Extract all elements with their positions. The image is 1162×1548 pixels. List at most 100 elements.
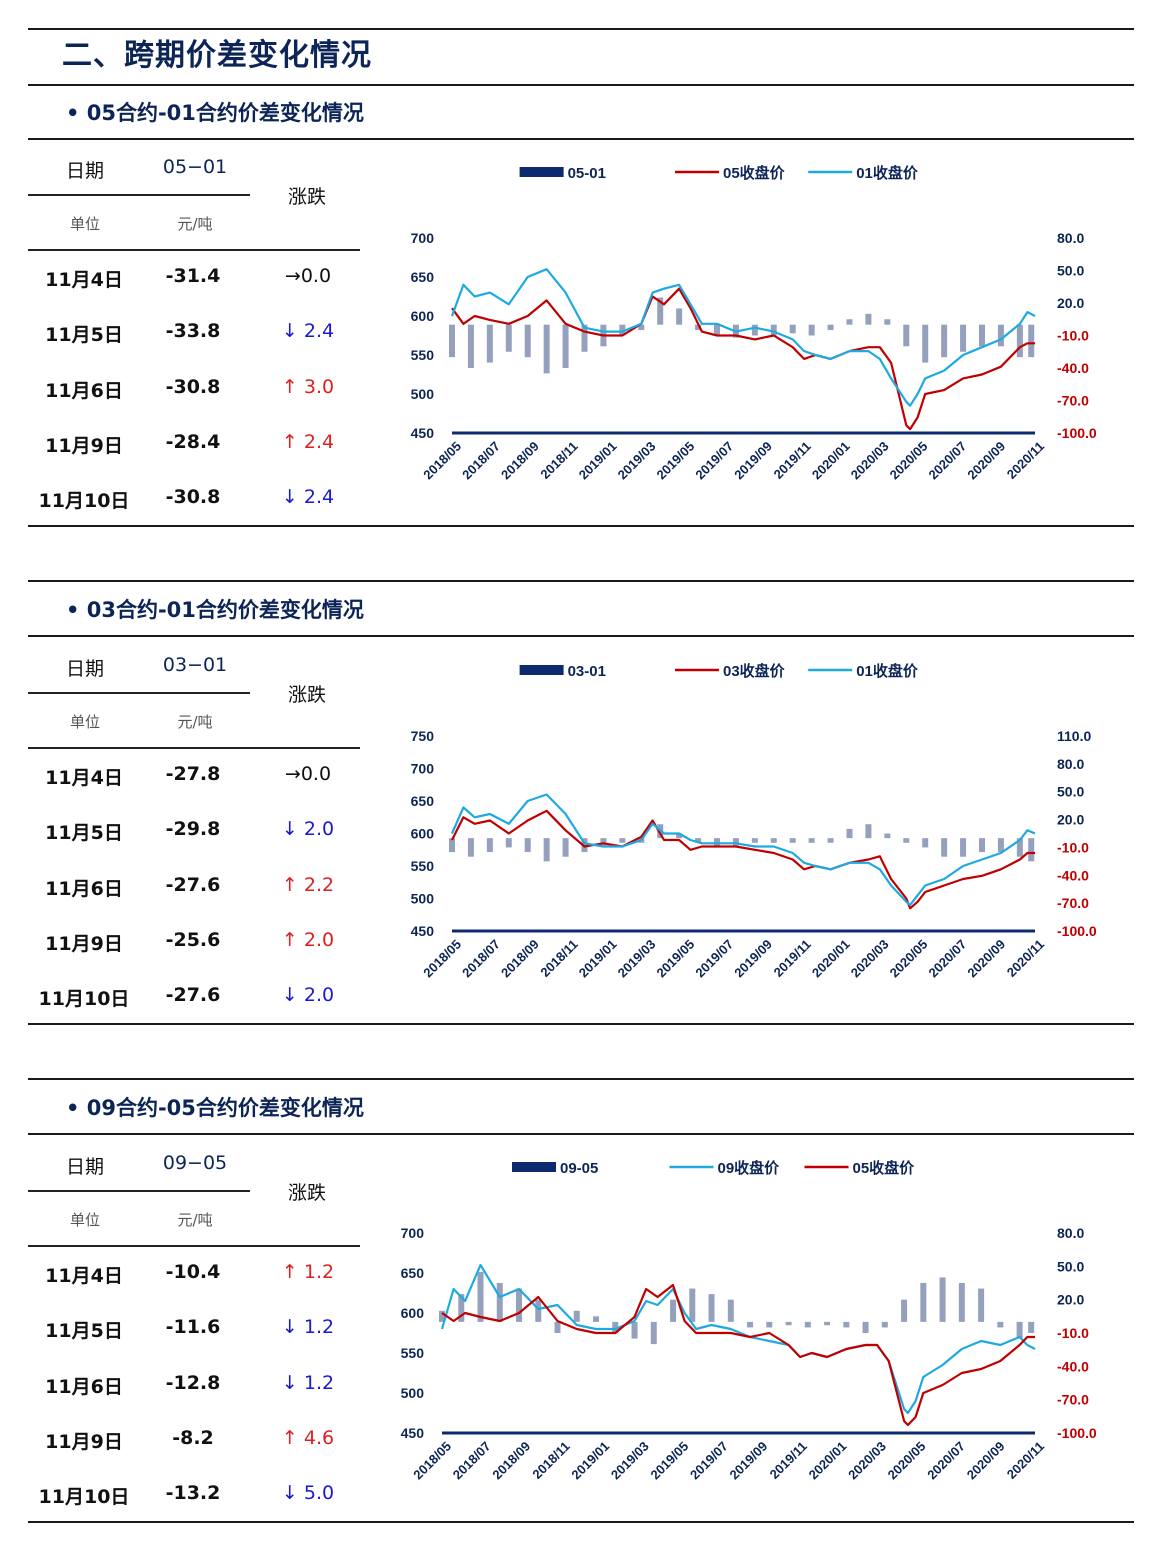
col-code-header: 03−01: [162, 654, 228, 676]
spread-bar: [708, 1294, 715, 1322]
x-tick-label: 2018/09: [498, 937, 542, 981]
spread-bar: [695, 838, 702, 843]
x-tick-label: 2020/07: [926, 937, 970, 981]
left-tick-label: 550: [401, 1345, 425, 1361]
row-change: ↓ 2.0: [281, 984, 335, 1006]
right-tick-label: -40.0: [1057, 867, 1089, 883]
row-date: 11月9日: [45, 435, 123, 457]
row-change: ↑ 1.2: [281, 1261, 335, 1283]
row-change: ↓ 2.4: [281, 320, 335, 342]
x-tick-label: 2019/09: [731, 937, 775, 981]
row-date: 11月5日: [45, 1320, 123, 1342]
x-tick-label: 2019/03: [615, 937, 659, 981]
spread-bar: [865, 313, 872, 325]
right-tick-label: -100.0: [1057, 425, 1097, 441]
x-tick-label: 2019/03: [608, 1439, 652, 1483]
spread-bar: [824, 1321, 831, 1326]
row-change: ↓ 2.0: [281, 818, 335, 840]
spread-bar: [449, 324, 455, 358]
spread-bar: [751, 324, 758, 336]
x-tick-label: 2020/05: [887, 439, 931, 483]
left-tick-label: 700: [401, 1225, 425, 1241]
price-line: [451, 809, 1035, 910]
col-chg-header: 涨跌: [287, 684, 326, 706]
x-tick-label: 2019/09: [731, 439, 775, 483]
x-tick-label: 2018/05: [420, 937, 464, 981]
row-value: -27.6: [165, 874, 221, 896]
legend-label: 05收盘价: [853, 1159, 916, 1177]
row-change: ↓ 2.4: [281, 486, 335, 508]
row-value: -27.6: [165, 984, 221, 1006]
x-tick-label: 2018/05: [410, 1439, 454, 1483]
spread-bar: [901, 1299, 908, 1322]
spread-bar: [562, 838, 569, 857]
spread-bar: [486, 838, 493, 853]
spread-bar: [751, 838, 758, 843]
spread-bar: [827, 324, 834, 331]
spread-bar: [1028, 838, 1035, 862]
row-value: -13.2: [165, 1482, 221, 1504]
row-date: 11月6日: [45, 380, 123, 402]
row-date: 11月10日: [38, 490, 130, 512]
section-title: • 09合约-05合约价差变化情况: [66, 1096, 364, 1120]
x-tick-label: 2019/05: [653, 439, 697, 483]
right-tick-label: -70.0: [1057, 1392, 1089, 1408]
unit-value: 元/吨: [177, 215, 213, 233]
spread-bar: [467, 324, 474, 368]
left-tick-label: 650: [401, 1265, 425, 1281]
spread-bar: [997, 1321, 1004, 1328]
unit-value: 元/吨: [177, 713, 213, 731]
right-tick-label: 20.0: [1057, 1292, 1084, 1308]
x-tick-label: 2019/05: [647, 1439, 691, 1483]
x-tick-label: 2018/11: [537, 937, 580, 980]
right-tick-label: 110.0: [1057, 728, 1091, 744]
left-tick-label: 700: [411, 230, 435, 246]
row-change: ↑ 4.6: [281, 1427, 335, 1449]
row-value: -28.4: [165, 431, 221, 453]
right-tick-label: 50.0: [1057, 1258, 1084, 1274]
spread-bar: [619, 838, 626, 843]
legend-bar-swatch: [519, 665, 564, 675]
x-tick-label: 2020/01: [809, 937, 853, 981]
row-date: 11月4日: [45, 767, 123, 789]
spread-bar: [670, 1299, 677, 1322]
legend-label: 03-01: [568, 663, 606, 680]
spread-bar: [903, 838, 910, 843]
spread-bar: [747, 1321, 754, 1328]
row-value: -30.8: [165, 376, 221, 398]
spread-bar: [505, 838, 512, 848]
section-top-rule: [28, 1078, 1134, 1080]
row-value: -25.6: [165, 929, 221, 951]
col-code-header: 09−05: [162, 1152, 228, 1174]
legend-label: 09收盘价: [718, 1159, 781, 1177]
right-tick-label: -70.0: [1057, 393, 1089, 409]
right-tick-label: 50.0: [1057, 784, 1084, 800]
row-value: -10.4: [165, 1261, 221, 1283]
right-tick-label: -40.0: [1057, 360, 1089, 376]
spread-bar: [939, 1277, 946, 1322]
x-tick-label: 2020/09: [964, 439, 1008, 483]
row-change: ↑ 2.0: [281, 929, 335, 951]
legend-label: 09-05: [560, 1160, 598, 1177]
spread-bar: [789, 838, 796, 843]
left-tick-label: 700: [411, 761, 435, 777]
spread-bar: [543, 324, 550, 374]
spread-bar: [1016, 1321, 1023, 1339]
x-tick-label: 2019/11: [771, 439, 814, 482]
spread-bar: [881, 1321, 888, 1328]
row-change: ↑ 2.4: [281, 431, 335, 453]
legend-label: 03收盘价: [723, 662, 786, 680]
row-value: -8.2: [172, 1427, 214, 1449]
x-tick-label: 2019/05: [653, 937, 697, 981]
spread-bar: [714, 324, 720, 336]
right-tick-label: 20.0: [1057, 812, 1084, 828]
spread-bar: [573, 1310, 580, 1322]
section-title: • 03合约-01合约价差变化情况: [66, 598, 364, 622]
spread-bar: [524, 324, 531, 358]
spread-chart: 09-05 09收盘价 05收盘价 700 650 600 550 500 450 80.0 50.…: [380, 1145, 1130, 1515]
row-date: 11月6日: [45, 878, 123, 900]
left-tick-label: 450: [401, 1425, 425, 1441]
right-tick-label: -100.0: [1057, 1425, 1097, 1441]
section-title-rule: [28, 1133, 1134, 1135]
spread-bar: [785, 1321, 792, 1326]
